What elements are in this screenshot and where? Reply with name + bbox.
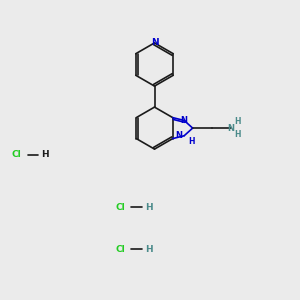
Text: H: H — [41, 150, 49, 159]
Text: Cl: Cl — [12, 150, 21, 159]
Text: H: H — [145, 202, 152, 211]
Text: H: H — [145, 244, 152, 253]
Text: N: N — [227, 124, 234, 133]
Text: N: N — [176, 131, 183, 140]
Text: N: N — [181, 116, 188, 125]
Text: N: N — [151, 38, 158, 47]
Text: H: H — [189, 137, 195, 146]
Text: H: H — [234, 117, 241, 126]
Text: Cl: Cl — [115, 244, 125, 253]
Text: Cl: Cl — [115, 202, 125, 211]
Text: H: H — [234, 130, 241, 139]
